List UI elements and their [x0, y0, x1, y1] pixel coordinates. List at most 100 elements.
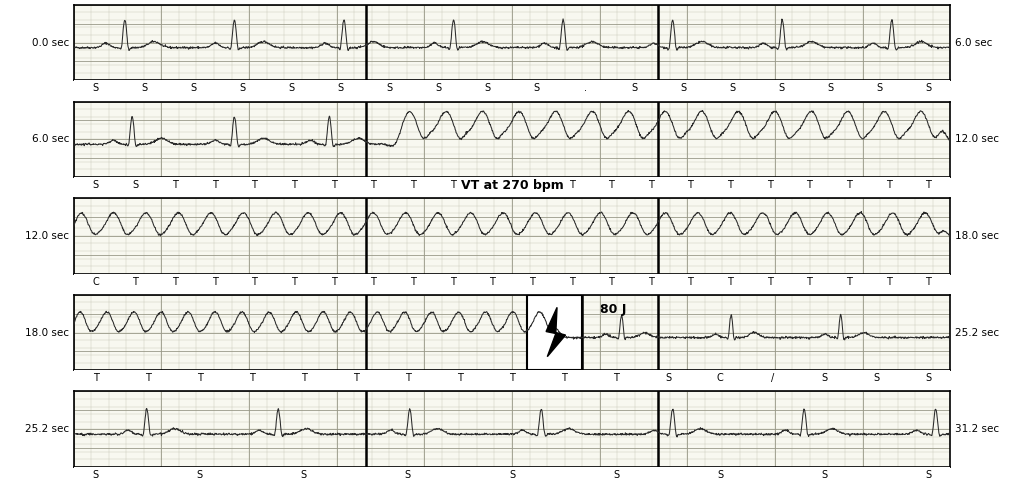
Text: T: T	[687, 180, 693, 190]
Bar	[527, 295, 582, 370]
Text: S: S	[289, 83, 295, 93]
Text: T: T	[249, 373, 255, 383]
Text: S: S	[821, 373, 827, 383]
Text: S: S	[197, 470, 203, 480]
Text: S: S	[338, 83, 344, 93]
Text: T: T	[93, 373, 98, 383]
Text: T: T	[291, 180, 297, 190]
Text: 6.0 sec: 6.0 sec	[32, 134, 70, 144]
Text: T: T	[450, 277, 456, 286]
Text: T: T	[767, 277, 773, 286]
Text: S: S	[301, 470, 307, 480]
Text: 25.2 sec: 25.2 sec	[954, 328, 998, 337]
Text: S: S	[729, 83, 735, 93]
Text: T: T	[251, 277, 257, 286]
Text: S: S	[827, 83, 834, 93]
Text: T: T	[291, 277, 297, 286]
Text: S: S	[484, 83, 490, 93]
Text: S: S	[613, 470, 620, 480]
Text: T: T	[807, 180, 812, 190]
Text: S: S	[717, 470, 723, 480]
Text: T: T	[568, 277, 574, 286]
Text: S: S	[534, 83, 540, 93]
Text: T: T	[301, 373, 307, 383]
Text: /: /	[771, 373, 774, 383]
Text: 25.2 sec: 25.2 sec	[26, 424, 70, 434]
Text: S: S	[821, 470, 827, 480]
Text: T: T	[886, 180, 892, 190]
Text: T: T	[767, 180, 773, 190]
Text: T: T	[608, 180, 614, 190]
Text: 31.2 sec: 31.2 sec	[954, 424, 998, 434]
Text: S: S	[132, 180, 138, 190]
Text: T: T	[197, 373, 203, 383]
Text: S: S	[404, 470, 411, 480]
Text: S: S	[877, 83, 883, 93]
Text: S: S	[92, 83, 98, 93]
Text: T: T	[687, 277, 693, 286]
Text: S: S	[778, 83, 784, 93]
Text: T: T	[172, 277, 178, 286]
Text: T: T	[727, 277, 733, 286]
Text: VT at 270 bpm: VT at 270 bpm	[461, 179, 563, 192]
Text: 12.0 sec: 12.0 sec	[954, 134, 998, 144]
Text: S: S	[680, 83, 686, 93]
Text: S: S	[509, 470, 515, 480]
Text: T: T	[410, 277, 416, 286]
Text: T: T	[561, 373, 567, 383]
Text: 0.0 sec: 0.0 sec	[32, 37, 70, 48]
Text: S: S	[926, 373, 932, 383]
Text: T: T	[410, 180, 416, 190]
Text: S: S	[926, 470, 932, 480]
Text: T: T	[251, 180, 257, 190]
Text: T: T	[528, 180, 535, 190]
Text: S: S	[926, 83, 932, 93]
Text: T: T	[212, 277, 217, 286]
Text: C: C	[92, 277, 99, 286]
Text: S: S	[665, 373, 671, 383]
Text: T: T	[509, 373, 515, 383]
Text: T: T	[528, 277, 535, 286]
Text: S: S	[386, 83, 392, 93]
Text: T: T	[172, 180, 178, 190]
Text: T: T	[450, 180, 456, 190]
Polygon shape	[546, 307, 565, 356]
Text: 18.0 sec: 18.0 sec	[954, 231, 998, 241]
Text: T: T	[404, 373, 411, 383]
Text: S: S	[92, 470, 98, 480]
Text: T: T	[926, 277, 931, 286]
Text: 80 J: 80 J	[600, 303, 627, 317]
Text: 6.0 sec: 6.0 sec	[954, 37, 992, 48]
Text: T: T	[886, 277, 892, 286]
Text: T: T	[353, 373, 358, 383]
Text: T: T	[846, 180, 852, 190]
Text: 12.0 sec: 12.0 sec	[26, 231, 70, 241]
Text: S: S	[92, 180, 98, 190]
Text: S: S	[435, 83, 441, 93]
Text: T: T	[144, 373, 151, 383]
Text: .: .	[584, 83, 587, 93]
Text: T: T	[331, 180, 337, 190]
Text: T: T	[457, 373, 463, 383]
Text: T: T	[608, 277, 614, 286]
Text: C: C	[717, 373, 724, 383]
Text: T: T	[489, 277, 496, 286]
Text: T: T	[648, 180, 653, 190]
Text: T: T	[613, 373, 620, 383]
Text: S: S	[632, 83, 638, 93]
Text: T: T	[568, 180, 574, 190]
Text: T: T	[489, 180, 496, 190]
Text: T: T	[846, 277, 852, 286]
Text: S: S	[190, 83, 197, 93]
Text: T: T	[371, 277, 376, 286]
Text: S: S	[240, 83, 246, 93]
Text: S: S	[141, 83, 147, 93]
Text: T: T	[132, 277, 138, 286]
Text: T: T	[807, 277, 812, 286]
Text: T: T	[331, 277, 337, 286]
Text: T: T	[212, 180, 217, 190]
Text: 18.0 sec: 18.0 sec	[26, 328, 70, 337]
Text: T: T	[648, 277, 653, 286]
Text: T: T	[727, 180, 733, 190]
Text: S: S	[873, 373, 880, 383]
